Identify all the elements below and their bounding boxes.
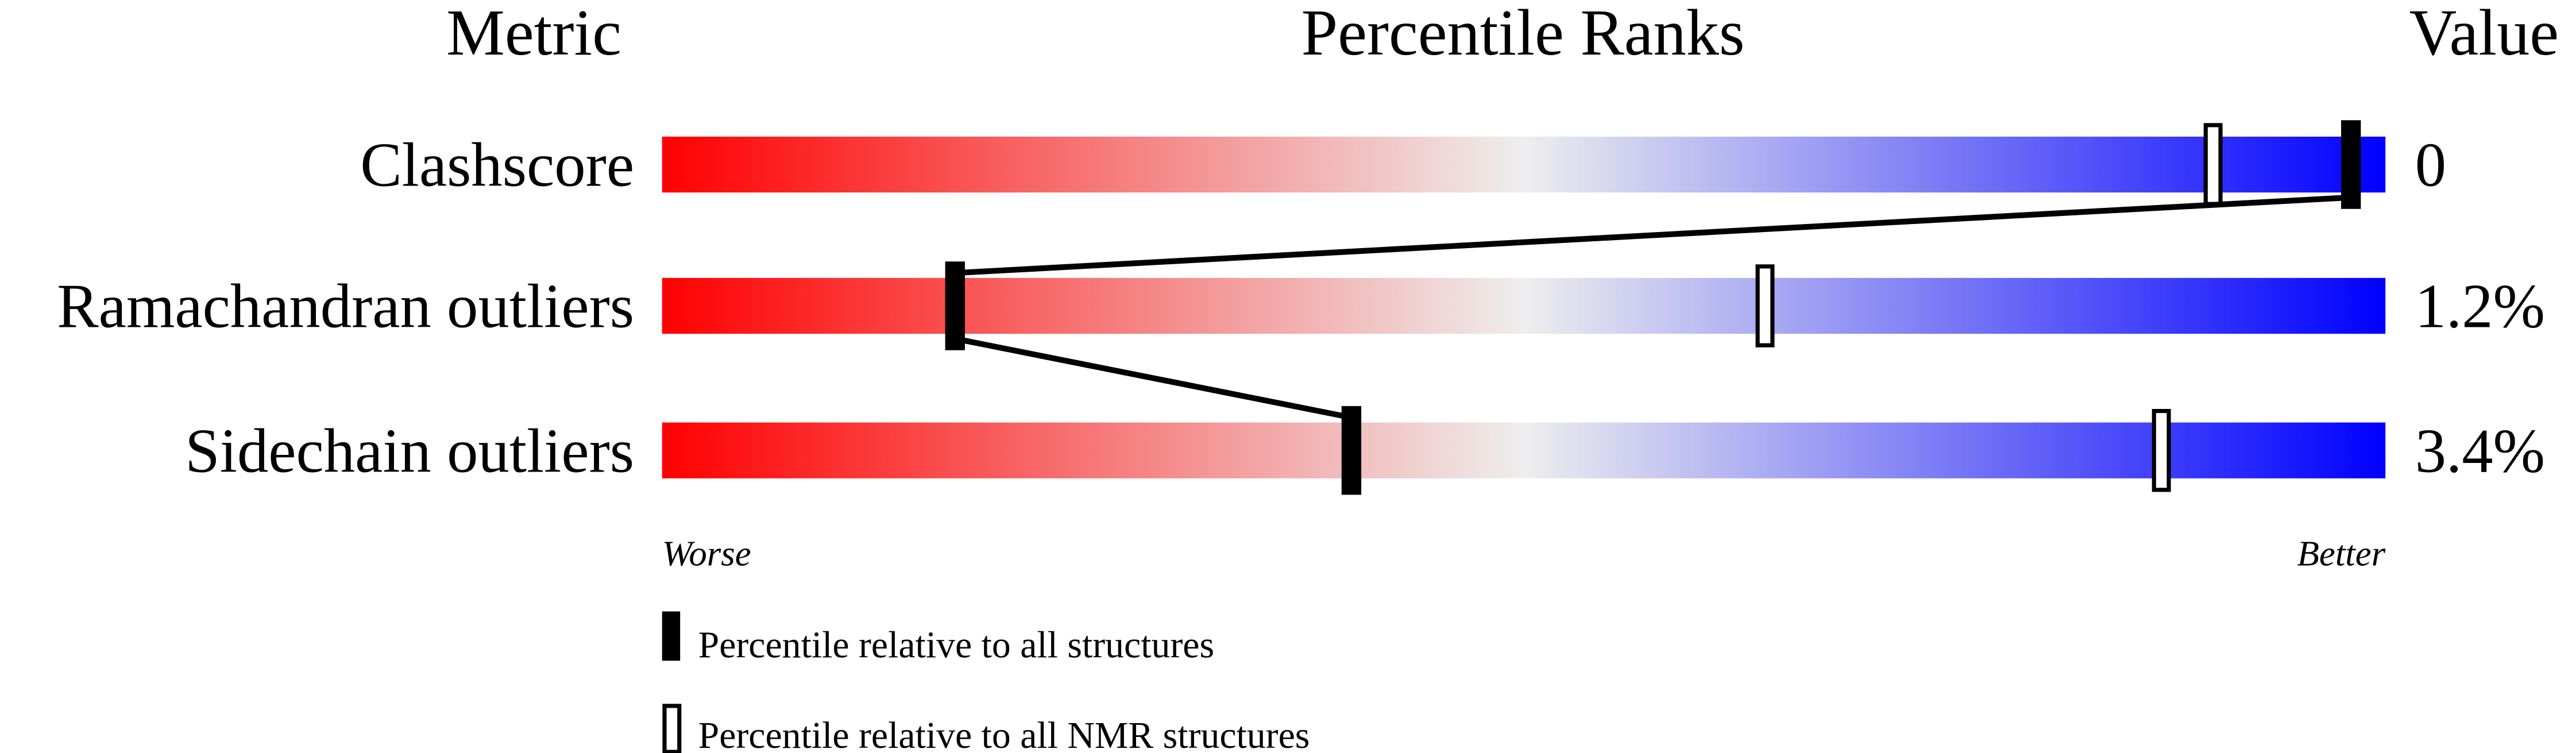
all-percentile-marker [1341,406,1362,495]
all-percentile-marker [945,261,965,350]
connector-line [954,335,1352,420]
metric-value: 1.2% [2415,272,2545,341]
legend-label-nmr: Percentile relative to all NMR structure… [698,715,1310,753]
nmr-percentile-marker [2152,408,2171,492]
percentile-bar [662,422,2386,478]
percentile-bar [662,277,2386,334]
axis-label-worse: Worse [662,533,751,573]
percentile-bar [662,136,2386,193]
metric-label: Ramachandran outliers [57,272,634,341]
metric-value: 3.4% [2415,416,2545,485]
nmr-percentile-marker [1755,264,1775,347]
metric-value: 0 [2415,130,2446,200]
all-percentile-marker [2341,120,2361,209]
axis-label-better: Better [2297,533,2385,573]
legend-open-marker [662,704,682,753]
connector-line [955,194,2351,276]
header-metric: Metric [446,0,621,69]
legend-label-all: Percentile relative to all structures [698,624,1214,666]
metric-label: Sidechain outliers [185,416,634,485]
header-value: Value [2409,0,2559,69]
legend-filled-marker [662,611,681,661]
header-percentile-ranks: Percentile Ranks [1301,0,1745,69]
metric-label: Clashscore [360,130,634,200]
nmr-percentile-marker [2203,123,2223,206]
